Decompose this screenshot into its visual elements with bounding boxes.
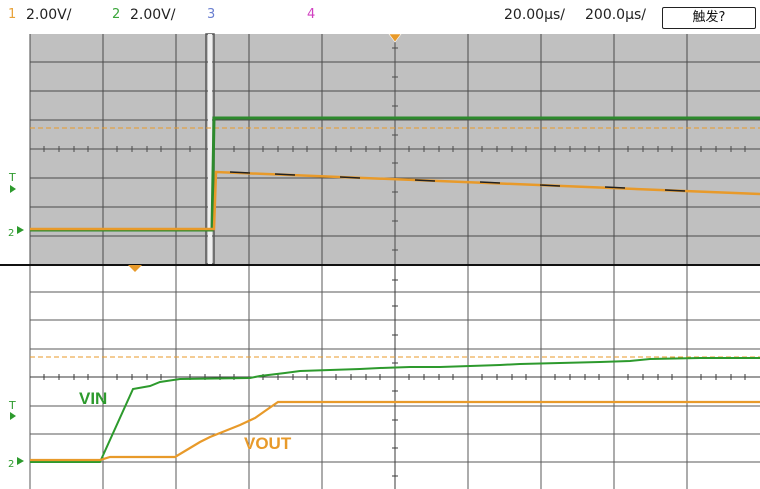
trigger-arrow-zoom <box>10 412 16 420</box>
zoom-center-axes <box>30 266 760 489</box>
zoom-window-fill <box>208 34 212 264</box>
ch2-ground-marker-zoom[interactable]: 2 <box>8 459 14 470</box>
channel-2-number[interactable]: 2 <box>112 7 121 22</box>
vout-trace-main <box>30 170 760 231</box>
timebase-main[interactable]: 200.0µs/ <box>585 7 646 23</box>
trigger-button[interactable]: 触发? <box>662 7 756 29</box>
timebase-zoom[interactable]: 20.00µs/ <box>504 7 565 23</box>
channel-1-scale[interactable]: 2.00V/ <box>26 7 72 23</box>
channel-3-number[interactable]: 3 <box>207 7 216 22</box>
trigger-marker-zoom: T <box>8 399 16 412</box>
ground-arrow-zoom[interactable] <box>17 457 24 465</box>
time-reference-marker-outline <box>388 33 402 43</box>
channel-2-scale[interactable]: 2.00V/ <box>130 7 176 23</box>
channel-4-number[interactable]: 4 <box>307 7 316 22</box>
trigger-position-marker <box>128 265 142 272</box>
main-axis-ticks <box>43 47 746 251</box>
vout-trace-zoom <box>30 400 760 462</box>
vout-label: VOUT <box>244 434 292 453</box>
trigger-arrow-main <box>10 185 16 193</box>
time-reference-marker <box>389 34 401 42</box>
zoom-axis-ticks <box>43 279 746 477</box>
vout-trace-main-steps <box>229 171 686 192</box>
vin-label: VIN <box>79 389 107 408</box>
vin-trace-zoom <box>30 357 760 463</box>
ch2-ground-marker-main[interactable]: 2 <box>8 228 14 239</box>
main-center-axes <box>30 34 760 264</box>
ground-arrow-main[interactable] <box>17 226 24 234</box>
trigger-marker-main: T <box>8 171 16 184</box>
status-bar: 1 2.00V/ 2 2.00V/ 3 4 20.00µs/ 200.0µs/ … <box>0 0 760 34</box>
channel-1-number[interactable]: 1 <box>8 7 17 22</box>
